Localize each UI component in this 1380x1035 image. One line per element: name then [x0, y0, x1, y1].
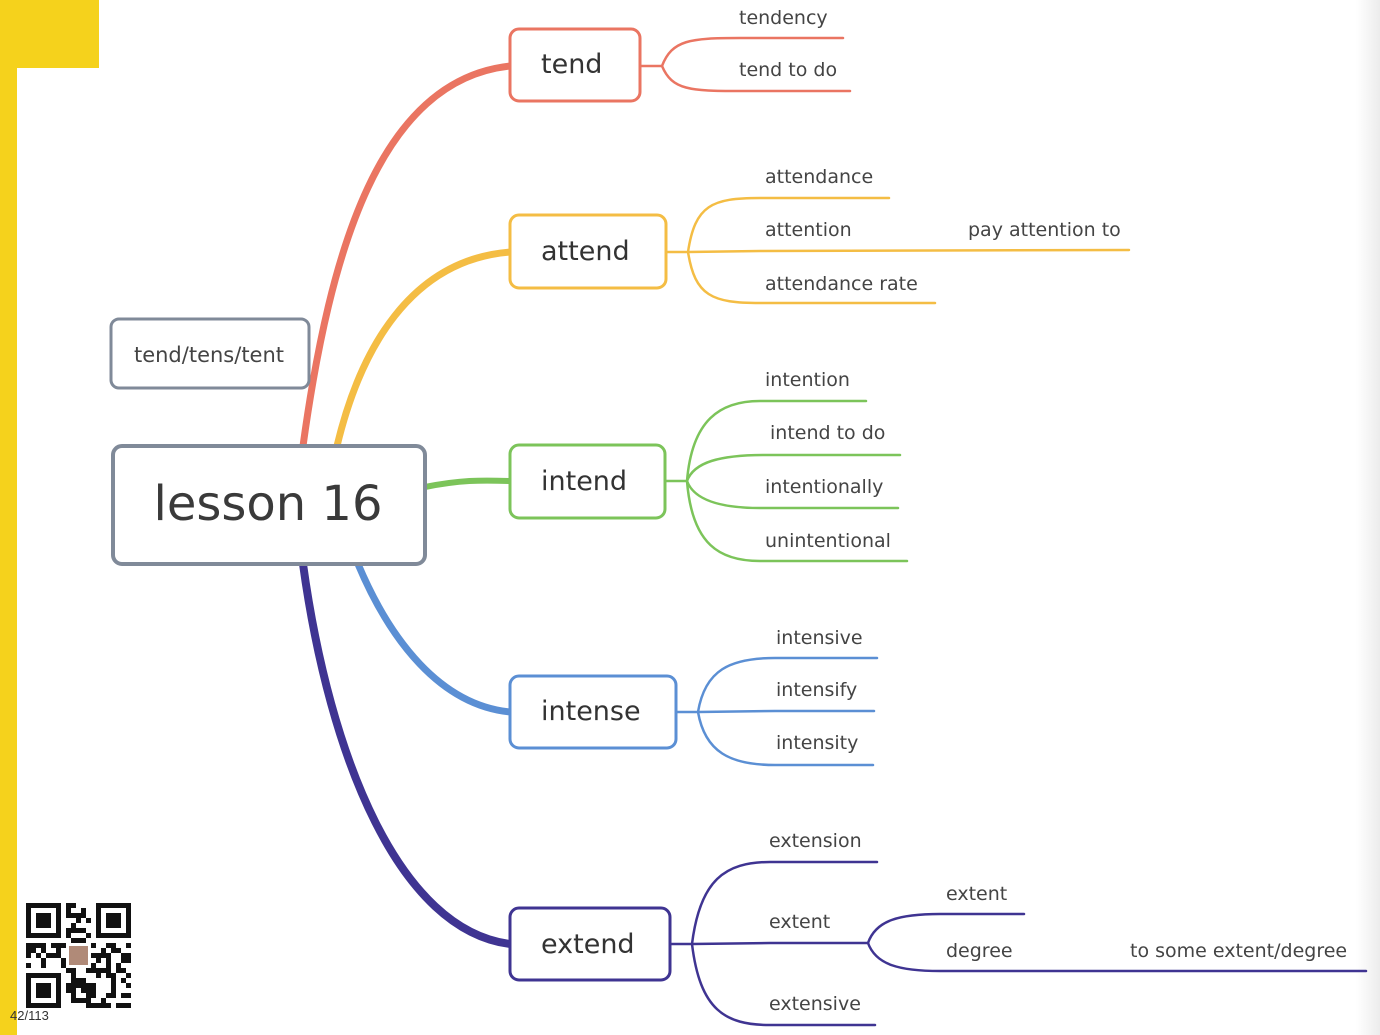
leaf-pay-attention-to: pay attention to	[968, 219, 1121, 241]
branch-node-intense: intense	[508, 674, 678, 750]
branch-line-sub-extent	[866, 912, 1026, 945]
branch-lines	[638, 36, 1368, 1027]
leaf-intention: intention	[765, 369, 850, 391]
branch-label-intense: intense	[541, 696, 641, 727]
branch-line-tend-to-do	[660, 64, 852, 93]
root-node-label: lesson 16	[153, 476, 382, 532]
branch-box-tend	[508, 27, 642, 103]
slide-edge-shadow	[1356, 0, 1380, 1035]
branch-line-tendency	[638, 36, 845, 68]
branch-line-attendance	[664, 196, 891, 254]
root-node-box	[111, 444, 427, 566]
root-node: lesson 16	[111, 444, 427, 566]
trunk-connectors	[299, 62, 514, 948]
branch-line-intend-to-do	[685, 453, 902, 483]
leaf-degree: degree	[946, 940, 1013, 962]
branch-box-intense	[508, 674, 678, 750]
branch-label-intend: intend	[541, 466, 627, 497]
leaf-unintentional: unintentional	[765, 530, 891, 552]
branch-node-attend: attend	[508, 213, 668, 290]
branch-line-degree	[866, 941, 1368, 973]
side-note: tend/tens/tent	[109, 317, 311, 390]
connector-attend	[333, 248, 514, 450]
leaf-attendance: attendance	[765, 166, 873, 188]
branch-label-tend: tend	[541, 49, 602, 80]
leaf-extension: extension	[769, 830, 862, 852]
branch-label-attend: attend	[541, 236, 630, 267]
connector-tend	[299, 62, 514, 450]
slide-frame-left	[0, 0, 17, 1035]
leaf-intensive: intensive	[776, 627, 863, 649]
side-note-box	[109, 317, 311, 390]
branch-line-intensive	[674, 656, 879, 714]
connector-intend	[422, 477, 513, 490]
branch-line-intention	[663, 399, 868, 483]
leaf-intend-to-do: intend to do	[770, 422, 885, 444]
branch-line-intentionally	[685, 479, 900, 510]
branch-line-attendance-rate	[686, 250, 937, 305]
branch-label-extend: extend	[541, 929, 635, 960]
branch-box-extend	[508, 906, 672, 982]
leaf-labels: tendency tend to do attendance attention…	[739, 7, 1347, 1015]
avatar-icon	[69, 946, 88, 965]
branch-line-intensify	[696, 709, 876, 714]
leaf-intensity: intensity	[776, 732, 858, 754]
branch-node-extend: extend	[508, 906, 672, 982]
branch-node-tend: tend	[508, 27, 642, 103]
branch-line-attention	[686, 248, 1131, 254]
connector-intense	[354, 560, 514, 716]
leaf-attendance-rate: attendance rate	[765, 273, 918, 295]
leaf-extensive: extensive	[769, 993, 861, 1015]
branch-box-attend	[508, 213, 668, 290]
qr-code-icon	[24, 901, 133, 1010]
page-counter: 42/113	[10, 1008, 49, 1023]
branch-node-intend: intend	[508, 443, 667, 520]
branch-line-intensity	[696, 710, 875, 767]
leaf-tend-to-do: tend to do	[739, 59, 837, 81]
branch-box-intend	[508, 443, 667, 520]
connector-extend	[299, 560, 514, 948]
leaf-attention: attention	[765, 219, 852, 241]
leaf-tendency: tendency	[739, 7, 828, 29]
side-note-label: tend/tens/tent	[134, 343, 284, 367]
branch-line-extensive	[690, 942, 877, 1027]
branch-line-unintentional	[685, 479, 909, 563]
leaf-intensify: intensify	[776, 679, 857, 701]
leaf-to-some-extent-degree: to some extent/degree	[1130, 940, 1347, 962]
leaf-sub-extent: extent	[946, 883, 1007, 905]
leaf-intentionally: intentionally	[765, 476, 883, 498]
leaf-extent: extent	[769, 911, 830, 933]
branch-line-extent	[690, 941, 870, 946]
branch-line-extension	[668, 860, 879, 946]
